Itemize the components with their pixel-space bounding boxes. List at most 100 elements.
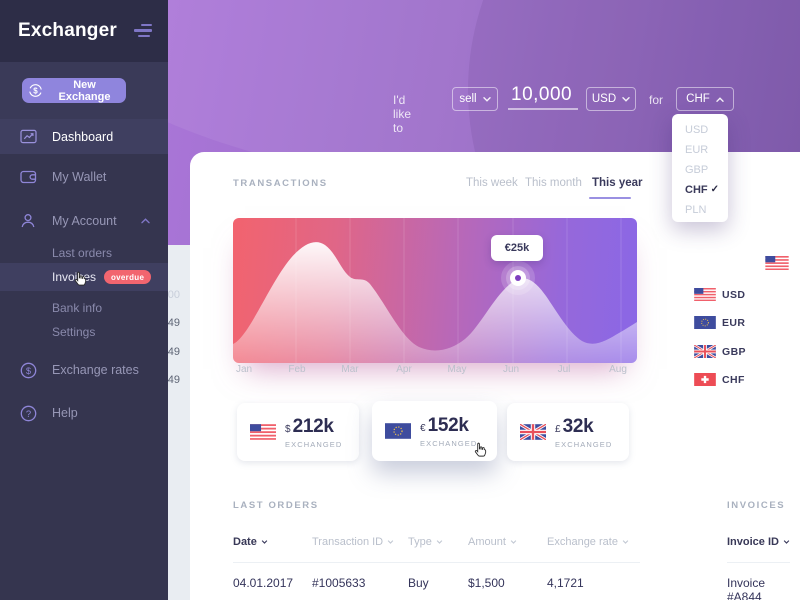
table-divider <box>233 562 640 563</box>
transactions-heading: TRANSACTIONS <box>233 178 328 189</box>
chevron-down-icon <box>482 96 491 102</box>
currency-symbol: $ <box>285 423 291 435</box>
to-currency-select[interactable]: CHF <box>676 87 734 111</box>
sidebar-item-help[interactable]: ? Help <box>0 398 168 428</box>
tab-this-year[interactable]: This year <box>592 177 643 189</box>
order-date: 04.01.2017 <box>233 576 294 590</box>
base-currency-us-flag[interactable] <box>765 256 789 270</box>
from-currency-value: USD <box>591 93 617 105</box>
dropdown-option-label: CHF <box>685 184 708 196</box>
amount-value: 212k <box>292 415 334 437</box>
action-value: sell <box>459 93 477 105</box>
axis-label-jun: Jun <box>502 364 520 375</box>
eu-flag-icon <box>385 423 411 439</box>
dollar-exchange-icon: $ <box>28 83 43 98</box>
sidebar-item-exchange-rates[interactable]: $ Exchange rates <box>0 355 168 385</box>
us-flag-icon <box>694 288 716 301</box>
sidebar-item-label: Exchange rates <box>52 363 139 377</box>
amount-underline <box>508 108 578 110</box>
hand-cursor-icon <box>473 442 487 463</box>
order-type: Buy <box>408 576 429 590</box>
summary-card-usd[interactable]: $212k EXCHANGED <box>237 403 359 461</box>
amount-value: 152k <box>427 414 469 436</box>
sort-chevron-icon <box>436 540 443 544</box>
uk-flag-icon <box>694 345 716 358</box>
menu-icon[interactable] <box>134 24 152 40</box>
question-circle-icon: ? <box>20 405 37 422</box>
svg-text:?: ? <box>26 409 31 420</box>
rate-code: USD <box>722 289 746 301</box>
table-divider <box>727 562 790 563</box>
eu-flag-icon <box>694 316 716 329</box>
sidebar-subitem-settings[interactable]: Settings <box>52 325 96 339</box>
order-amount: $1,500 <box>468 576 505 590</box>
transactions-chart[interactable]: €25k <box>233 218 637 363</box>
axis-label-mar: Mar <box>341 364 359 375</box>
column-header-invoice-id[interactable]: Invoice ID <box>727 536 790 548</box>
chart-tooltip: €25k <box>491 235 543 261</box>
svg-text:$: $ <box>26 366 31 376</box>
amount-input[interactable]: 10,000 <box>511 84 573 105</box>
dropdown-option-gbp[interactable]: GBP <box>685 164 709 176</box>
sidebar-item-dashboard[interactable]: Dashboard <box>0 119 168 154</box>
person-icon <box>20 213 36 229</box>
sidebar-header: Exchanger <box>0 0 168 62</box>
dropdown-option-usd[interactable]: USD <box>685 124 709 136</box>
sidebar-item-my-account[interactable]: My Account <box>0 205 168 237</box>
active-tab-underline <box>589 197 631 199</box>
sidebar-item-my-wallet[interactable]: My Wallet <box>0 160 168 194</box>
last-orders-heading: LAST ORDERS <box>233 500 319 511</box>
currency-dropdown: USD EUR GBP CHF ✓ PLN <box>672 114 728 222</box>
column-header-type[interactable]: Type <box>408 536 443 548</box>
summary-card-gbp[interactable]: £32k EXCHANGED <box>507 403 629 461</box>
swiss-flag-icon <box>694 373 716 386</box>
amount-value: 32k <box>562 415 594 437</box>
tab-this-month[interactable]: This month <box>525 177 582 189</box>
exchange-intro-label: I'd like to <box>393 93 412 135</box>
sidebar-subitem-last-orders[interactable]: Last orders <box>52 246 113 260</box>
sidebar-item-label: My Wallet <box>52 170 107 184</box>
sidebar: Exchanger $ New Exchange <box>0 0 168 600</box>
rate-code: EUR <box>722 317 746 329</box>
from-currency-select[interactable]: USD <box>586 87 636 111</box>
order-transaction-id: #1005633 <box>312 576 366 590</box>
sidebar-subitem-bank-info[interactable]: Bank info <box>52 301 103 315</box>
tab-this-week[interactable]: This week <box>466 177 518 189</box>
connector-label: for <box>649 93 664 107</box>
chevron-up-icon <box>716 96 724 102</box>
hand-cursor-icon <box>73 271 87 292</box>
dropdown-option-chf[interactable]: CHF ✓ <box>672 180 728 200</box>
overdue-badge: overdue <box>104 270 152 284</box>
svg-text:$: $ <box>33 86 38 95</box>
data-point-marker[interactable] <box>510 270 526 286</box>
axis-label-apr: Apr <box>396 364 412 375</box>
rate-code: CHF <box>722 374 745 386</box>
dropdown-option-eur[interactable]: EUR <box>685 144 709 156</box>
uk-flag-icon <box>520 424 546 440</box>
column-header-date[interactable]: Date <box>233 536 268 548</box>
sidebar-item-label: My Account <box>52 214 117 228</box>
column-header-transaction-id[interactable]: Transaction ID <box>312 536 394 548</box>
axis-label-aug: Aug <box>609 364 627 375</box>
axis-label-feb: Feb <box>288 364 306 375</box>
wallet-icon <box>20 170 37 184</box>
new-exchange-button[interactable]: $ New Exchange <box>22 78 126 103</box>
exchanged-label: EXCHANGED <box>555 439 613 449</box>
new-exchange-section: $ New Exchange <box>0 62 168 120</box>
currency-symbol: € <box>420 422 426 434</box>
sort-chevron-icon <box>510 540 517 544</box>
sort-chevron-icon <box>387 540 394 544</box>
dollar-circle-icon: $ <box>20 362 37 379</box>
sort-chevron-icon <box>261 540 268 544</box>
check-icon: ✓ <box>710 184 719 195</box>
main-area: I'd like to sell 10,000 USD for CHF <box>142 0 800 600</box>
chart-icon <box>20 129 37 144</box>
sort-chevron-icon <box>622 540 629 544</box>
currency-symbol: £ <box>555 423 561 435</box>
column-header-exchange-rate[interactable]: Exchange rate <box>547 536 629 548</box>
action-select[interactable]: sell <box>452 87 498 111</box>
app-title: Exchanger <box>18 20 117 41</box>
dropdown-option-pln[interactable]: PLN <box>685 204 707 216</box>
column-header-amount[interactable]: Amount <box>468 536 517 548</box>
